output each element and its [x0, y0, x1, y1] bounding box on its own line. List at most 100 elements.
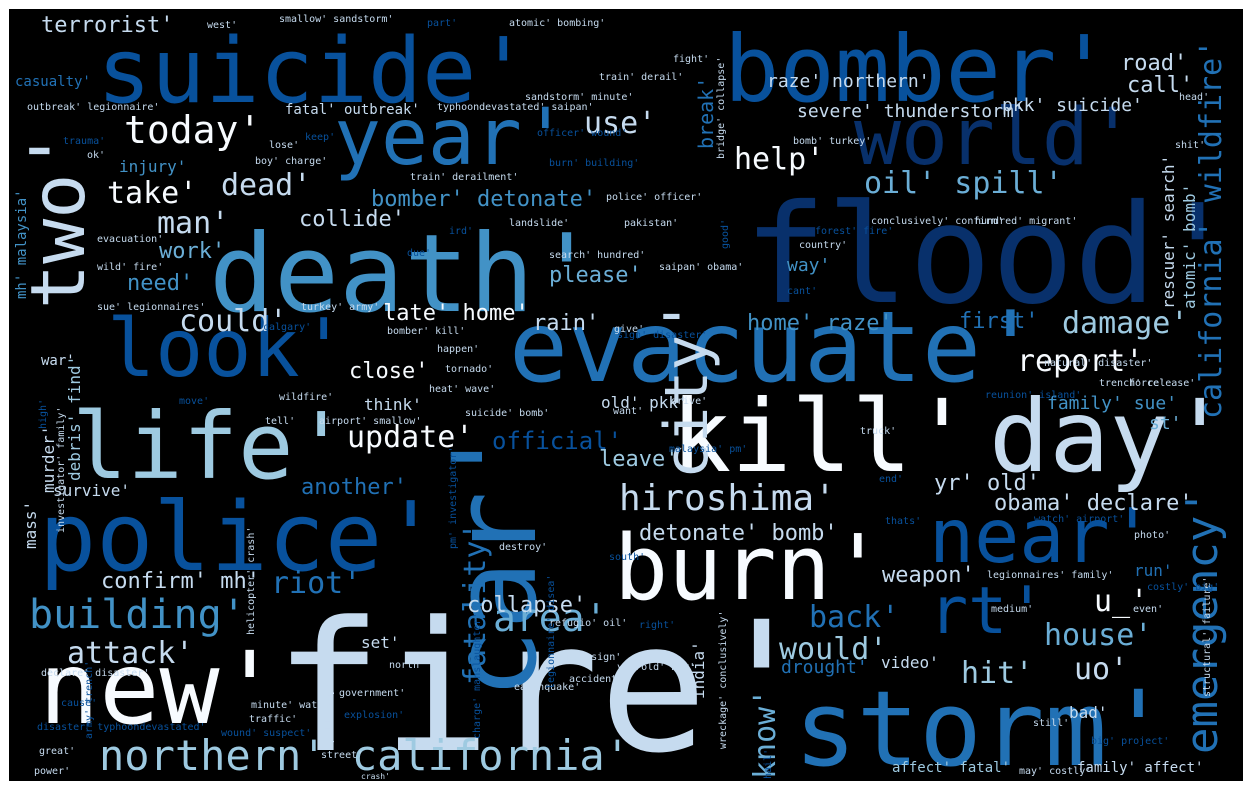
- cloud-word: evacuation': [97, 234, 164, 245]
- cloud-word: house': [1044, 618, 1153, 653]
- cloud-word: raze' northern': [767, 71, 930, 92]
- cloud-word: suicide' bomb': [465, 408, 550, 419]
- cloud-word: sign' disaster': [617, 330, 708, 341]
- cloud-word: collide': [299, 207, 405, 232]
- cloud-word: fatal' outbreak': [285, 102, 420, 118]
- cloud-word: may' costly': [1019, 766, 1092, 777]
- cloud-word: obama' declare': [994, 491, 1193, 516]
- cloud-word: look': [107, 302, 348, 395]
- cloud-word: atomic' bombing': [509, 18, 606, 29]
- cloud-word: happen': [437, 344, 480, 355]
- cloud-word: army' trench': [84, 660, 95, 739]
- cloud-word: refugio' oil': [549, 618, 628, 629]
- cloud-word: structural' failure': [1202, 576, 1213, 697]
- cloud-word: part': [427, 18, 458, 29]
- cloud-word: old' pkk': [601, 393, 688, 412]
- cloud-word: trauma': [63, 136, 106, 147]
- cloud-word: life': [72, 393, 349, 500]
- cloud-word: boy' charge': [255, 156, 328, 167]
- cloud-word: west': [207, 20, 238, 31]
- cloud-word: attack': [67, 636, 194, 671]
- cloud-word: u_': [1094, 584, 1149, 619]
- cloud-word: keep': [305, 132, 336, 143]
- cloud-word: cant': [787, 286, 818, 297]
- cloud-word: road': [1121, 51, 1188, 76]
- cloud-word: ird': [449, 226, 474, 237]
- cloud-word: minute' watch': [251, 700, 336, 711]
- cloud-word: spill' may': [324, 682, 335, 749]
- cloud-word: ok': [87, 150, 106, 161]
- cloud-word: flood': [744, 176, 1239, 335]
- cloud-word: three': [631, 694, 668, 705]
- cloud-word: bridge' collapse': [716, 56, 727, 159]
- cloud-word: hiroshima': [619, 478, 836, 519]
- cloud-word: force': [1129, 378, 1166, 389]
- cloud-word: accident': [569, 674, 624, 685]
- cloud-word: charge' manslaughter': [472, 612, 483, 739]
- cloud-word: back': [809, 600, 900, 635]
- cloud-word: outbreak' legionnaire': [27, 102, 160, 113]
- cloud-word: today': [124, 108, 262, 152]
- cloud-word: confirm' mh': [101, 569, 260, 594]
- cloud-word: need': [127, 271, 194, 296]
- cloud-word: day': [989, 378, 1230, 495]
- cloud-word: st': [1149, 413, 1182, 434]
- cloud-word: calgary': [263, 322, 312, 333]
- cloud-word: saipan' obama': [659, 262, 744, 273]
- cloud-word: heat' wave': [429, 384, 496, 395]
- cloud-word: rain': [533, 311, 600, 336]
- cloud-word: way': [787, 255, 831, 276]
- cloud-word: forest' fire': [815, 226, 894, 237]
- cloud-word: wildfire': [279, 392, 334, 403]
- cloud-word: bomb' turkey': [793, 136, 872, 147]
- cloud-word: truck': [860, 426, 897, 437]
- cloud-word: tornado': [445, 364, 494, 375]
- cloud-word: photo': [1134, 530, 1171, 541]
- cloud-word: bomber' kill': [387, 326, 466, 337]
- cloud-word: home' raze': [747, 311, 893, 336]
- cloud-word: bomber' detonate': [371, 187, 597, 212]
- cloud-word: police': [39, 483, 440, 593]
- cloud-word: death': [209, 212, 600, 337]
- cloud-word: hail': [763, 748, 774, 779]
- cloud-word: please': [549, 263, 642, 288]
- cloud-word: atomic' bomb': [1180, 183, 1199, 309]
- cloud-word: man': [157, 206, 230, 241]
- cloud-word: debris' find': [65, 355, 84, 481]
- cloud-word: even': [1133, 604, 1164, 615]
- cloud-word: uo': [1074, 652, 1129, 687]
- cloud-word: war': [41, 353, 75, 369]
- cloud-word: wreckage' conclusively': [718, 610, 729, 749]
- cloud-word: legionnaire' disea': [546, 574, 557, 689]
- cloud-word: drive': [671, 396, 708, 407]
- cloud-word: run': [1134, 561, 1173, 580]
- cloud-word: riot': [271, 566, 362, 601]
- cloud-word: take': [107, 176, 198, 211]
- cloud-word: burn': [614, 516, 885, 621]
- cloud-word: break': [694, 76, 718, 149]
- cloud-word: malaysia' pm': [669, 444, 748, 455]
- cloud-word: report': [1017, 344, 1144, 379]
- cloud-word: drought': [781, 657, 868, 678]
- cloud-word: south': [609, 552, 646, 563]
- cloud-word: medium': [991, 604, 1034, 615]
- cloud-word: family' affect': [1077, 760, 1204, 776]
- cloud-word: could': [179, 304, 288, 339]
- cloud-word: dead': [221, 168, 312, 203]
- cloud-word: collapse': [467, 593, 587, 618]
- cloud-word: country': [799, 240, 848, 251]
- cloud-word: conclusively' confirm': [871, 216, 1004, 227]
- cloud-word: costly' big': [1147, 582, 1220, 593]
- cloud-word: casualty': [15, 74, 91, 90]
- cloud-word: fire': [274, 584, 816, 781]
- cloud-word: mh' malaysia': [14, 189, 30, 299]
- cloud-word: police' officer': [606, 192, 703, 203]
- cloud-word: good': [720, 218, 731, 249]
- cloud-word: airport' smallow': [319, 416, 422, 427]
- word-cloud: fire' storm' flood' death' suicide' bomb…: [9, 9, 1243, 781]
- cloud-word: use': [584, 106, 657, 141]
- cloud-word: trench' release': [1099, 378, 1196, 389]
- cloud-word: murder': [39, 425, 58, 493]
- cloud-word: year': [334, 93, 569, 183]
- cloud-word: pakistan': [624, 218, 679, 229]
